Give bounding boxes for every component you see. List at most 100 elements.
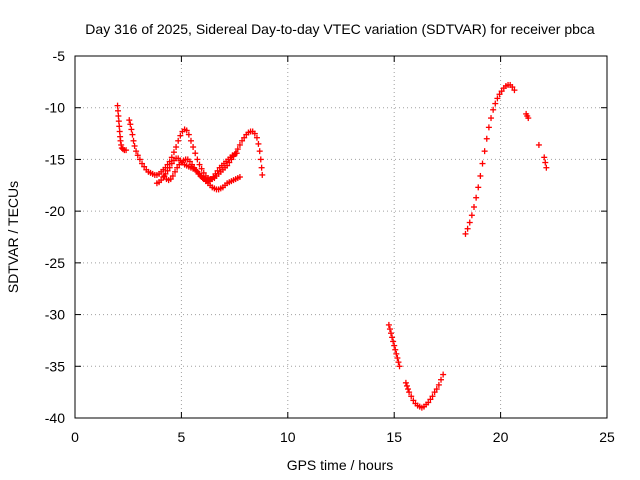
data-point (496, 91, 503, 98)
data-point (535, 141, 542, 148)
data-point (200, 169, 207, 176)
data-point (170, 149, 177, 156)
y-tick-label: -15 (45, 151, 65, 167)
y-tick-label: -40 (45, 410, 65, 426)
grid (75, 56, 607, 418)
data-point (542, 159, 549, 166)
data-point (191, 164, 198, 171)
data-point (161, 172, 168, 179)
data-point (173, 144, 180, 151)
data-point (251, 130, 258, 137)
x-tick-label: 0 (71, 429, 79, 445)
x-tick-label: 15 (386, 429, 402, 445)
x-tick-label: 5 (178, 429, 186, 445)
chart-title: Day 316 of 2025, Sidereal Day-to-day VTE… (85, 21, 595, 37)
y-axis: -40 -35 -30 -25 -20 -15 -10 -5 (45, 48, 607, 426)
data-point (193, 167, 200, 174)
data-point (233, 150, 240, 157)
data-point (435, 381, 442, 388)
data-point (440, 371, 447, 378)
data-point (471, 204, 477, 211)
data-point (130, 137, 137, 144)
y-tick-label: -25 (45, 255, 65, 271)
plot-frame (74, 55, 608, 419)
data-point (525, 115, 532, 122)
data-point (123, 147, 130, 154)
data-point (166, 164, 173, 171)
data-point (115, 112, 122, 119)
data-point (224, 162, 231, 169)
data-point (126, 117, 133, 124)
x-axis: 0 5 10 15 20 25 (71, 56, 615, 445)
data-point (259, 171, 266, 178)
data-point (169, 172, 176, 179)
data-point (175, 137, 182, 144)
data-point (114, 107, 121, 114)
data-point (483, 135, 490, 142)
data-point (194, 156, 201, 163)
data-point (396, 363, 403, 370)
data-point (234, 146, 241, 153)
data-point (410, 397, 417, 404)
x-tick-label: 10 (280, 429, 296, 445)
y-tick-label: -30 (45, 307, 65, 323)
data-point (192, 150, 199, 157)
data-point (158, 177, 165, 184)
data-point (129, 131, 136, 138)
data-point (128, 126, 135, 133)
data-point (433, 386, 440, 393)
data-point (403, 382, 410, 389)
y-tick-label: -10 (45, 100, 65, 116)
data-point (253, 134, 260, 141)
data-point (386, 326, 393, 333)
data-point (164, 161, 171, 168)
data-point (190, 144, 197, 151)
data-point (177, 132, 184, 139)
data-point (239, 137, 246, 144)
data-point (196, 161, 203, 168)
data-point (477, 172, 484, 179)
data-point (189, 161, 196, 168)
x-axis-label: GPS time / hours (287, 457, 394, 473)
data-point (406, 389, 413, 396)
y-axis-label: SDTVAR / TECUs (5, 181, 21, 293)
data-point (131, 142, 138, 149)
data-point (389, 334, 396, 341)
data-point (160, 174, 167, 181)
data-point (174, 164, 181, 171)
data-point (468, 212, 475, 219)
data-point (492, 100, 499, 107)
data-point (475, 184, 482, 191)
data-point (394, 355, 401, 362)
data-point (168, 160, 175, 167)
data-point (431, 389, 438, 396)
data-point (255, 140, 262, 147)
data-point (241, 134, 248, 141)
data-point (425, 399, 432, 406)
data-point (385, 321, 392, 328)
data-point (485, 124, 492, 131)
data-point (214, 167, 221, 174)
data-point (429, 393, 436, 400)
data-point (210, 174, 217, 181)
data-point (488, 115, 495, 122)
data-point (391, 342, 398, 349)
y-tick-label: -35 (45, 358, 65, 374)
data-point (393, 350, 400, 357)
data-point (511, 87, 518, 94)
data-point (236, 141, 243, 148)
data-point (133, 148, 140, 155)
data-point (186, 158, 193, 165)
data-point (167, 176, 174, 183)
data-point (172, 168, 179, 175)
data-point (479, 160, 486, 167)
data-point (141, 163, 148, 170)
data-point (390, 338, 397, 345)
data-point (198, 165, 205, 172)
data-point (392, 346, 399, 353)
data-point (236, 174, 243, 181)
data-point (473, 194, 480, 201)
data-point (395, 359, 402, 366)
data-point (543, 164, 550, 171)
